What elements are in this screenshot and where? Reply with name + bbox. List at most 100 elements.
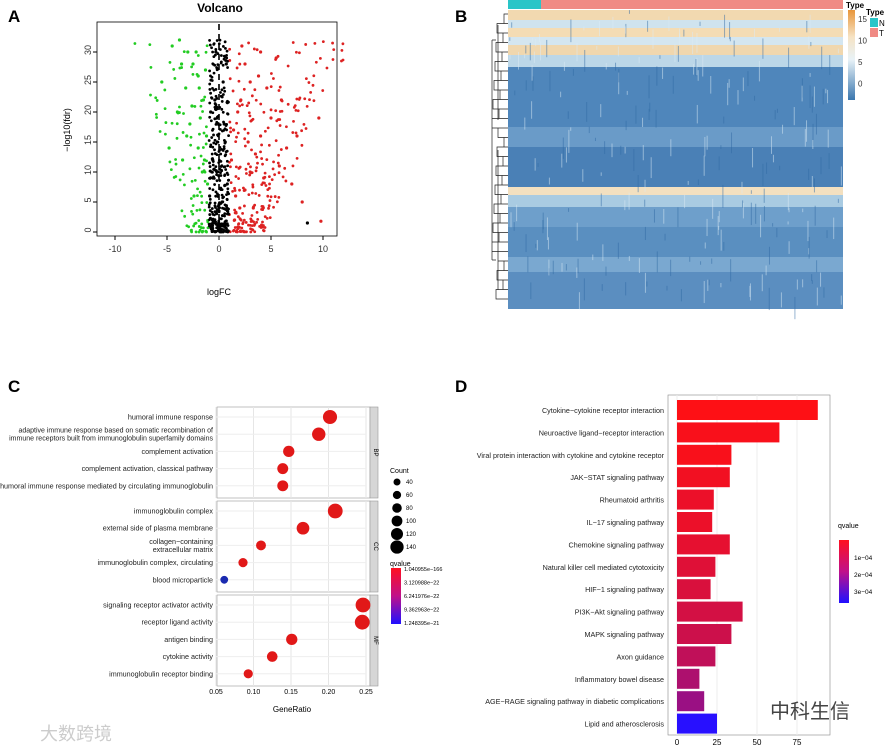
- volcano-point-density: [284, 179, 288, 183]
- volcano-point-up: [240, 44, 244, 48]
- volcano-point-density: [228, 120, 232, 124]
- annotation-legend-title: Type: [866, 8, 885, 17]
- qvalue-legend-label: 1e−04: [854, 555, 873, 562]
- bar: [677, 489, 714, 510]
- volcano-point-density: [270, 178, 274, 182]
- volcano-point-density: [291, 164, 295, 168]
- category-label: Inflammatory bowel disease: [575, 675, 664, 684]
- heatmap-texture: [840, 166, 842, 186]
- volcano-point-density: [214, 47, 218, 51]
- volcano-point-up: [256, 74, 261, 78]
- volcano-point-density: [277, 153, 280, 157]
- volcano-point-density: [200, 194, 204, 198]
- count-legend-dot: [392, 503, 402, 513]
- volcano-point-density: [269, 195, 273, 199]
- heatmap-texture: [718, 225, 720, 230]
- volcano-point-density: [235, 66, 239, 70]
- volcano-point-ns: [211, 158, 215, 162]
- heatmap-texture: [829, 55, 831, 75]
- heatmap-texture: [594, 137, 596, 142]
- heatmap-texture: [547, 237, 549, 250]
- term-label: humoral immune response mediated by circ…: [0, 481, 213, 490]
- volcano-point-up: [259, 50, 263, 54]
- x-tick-label: -10: [108, 244, 121, 254]
- volcano-point-density: [272, 77, 275, 80]
- volcano-point-density: [242, 204, 246, 208]
- volcano-point-density: [155, 99, 159, 102]
- heatmap-texture: [814, 205, 816, 226]
- heatmap-texture: [718, 156, 720, 171]
- volcano-point-density: [259, 102, 263, 106]
- volcano-point-density: [262, 229, 266, 233]
- volcano-point-density: [197, 166, 201, 170]
- volcano-point-density: [220, 107, 224, 111]
- volcano-point-density: [221, 63, 225, 67]
- volcano-point-density: [228, 47, 232, 51]
- volcano-point-density: [221, 93, 225, 96]
- volcano-point-density: [296, 109, 300, 113]
- heatmap-texture: [753, 28, 755, 38]
- heatmap-texture: [535, 243, 537, 248]
- volcano-point-density: [253, 230, 257, 234]
- volcano-point-density: [304, 43, 308, 46]
- volcano-point-density: [227, 207, 230, 211]
- volcano-point-density: [325, 66, 329, 70]
- volcano-point-down: [192, 194, 196, 198]
- volcano-point-down: [194, 50, 198, 54]
- heatmap-texture: [568, 129, 570, 153]
- volcano-point-density: [302, 123, 306, 126]
- bar: [677, 646, 716, 667]
- heatmap-texture: [511, 22, 513, 28]
- heatmap-texture: [612, 16, 614, 29]
- count-legend-dot: [390, 540, 404, 554]
- bar: [677, 579, 711, 600]
- volcano-point-density: [189, 135, 193, 139]
- volcano-point-density: [154, 96, 158, 100]
- heatmap-texture: [635, 105, 637, 124]
- volcano-point-density: [243, 144, 247, 148]
- volcano-point-density: [212, 42, 216, 46]
- volcano-point-down: [160, 80, 164, 84]
- volcano-point-density: [233, 208, 237, 212]
- volcano-point-density: [286, 64, 290, 68]
- volcano-point-density: [294, 108, 298, 112]
- volcano-point-down: [198, 116, 202, 120]
- volcano-point-density: [307, 81, 311, 84]
- volcano-point-density: [149, 93, 152, 97]
- x-tick-label: 5: [268, 244, 273, 254]
- heatmap-texture: [794, 296, 796, 320]
- volcano-point-density: [191, 212, 195, 216]
- volcano-point-density: [312, 74, 316, 78]
- volcano-point-density: [213, 117, 217, 121]
- bar: [677, 668, 700, 689]
- volcano-point-down: [196, 74, 200, 78]
- volcano-point-density: [220, 214, 224, 218]
- bar: [677, 512, 713, 532]
- volcano-point-density: [267, 143, 271, 147]
- volcano-point-density: [300, 143, 304, 147]
- heatmap-texture: [542, 212, 544, 230]
- volcano-point-density: [225, 171, 229, 175]
- volcano-point-density: [189, 143, 193, 147]
- volcano-point-density: [263, 171, 267, 175]
- heatmap-texture: [644, 179, 646, 192]
- volcano-point-density: [197, 219, 201, 222]
- volcano-point-density: [220, 169, 224, 173]
- volcano-point-density: [293, 104, 297, 107]
- heatmap-texture: [826, 230, 828, 239]
- heatmap-band: [508, 207, 843, 227]
- volcano-point-density: [245, 104, 249, 107]
- dot: [283, 445, 295, 458]
- term-label: antigen binding: [164, 635, 213, 644]
- volcano-point-density: [198, 190, 202, 194]
- heatmap-texture: [546, 217, 548, 241]
- qvalue-legend-label: 2e−04: [854, 572, 873, 579]
- heatmap-texture: [754, 95, 756, 101]
- heatmap-texture: [693, 64, 695, 75]
- volcano-point-density: [321, 89, 325, 92]
- heatmap-texture: [678, 28, 680, 38]
- volcano-point-density: [332, 48, 336, 52]
- count-legend-label: 120: [406, 532, 417, 538]
- volcano-point-ns: [213, 98, 217, 102]
- volcano-point-density: [198, 208, 202, 212]
